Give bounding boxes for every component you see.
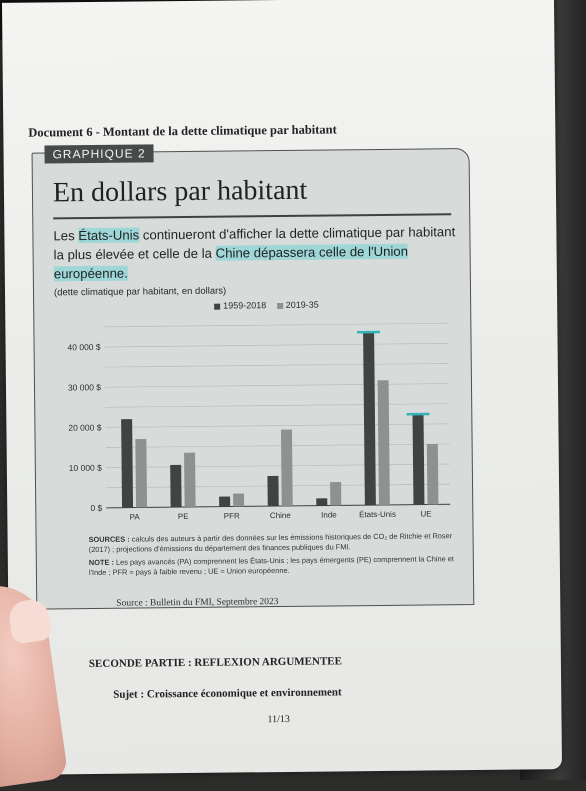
bar-2 [378,380,390,505]
bar-1 [316,498,327,505]
x-tick-label: PE [178,512,189,521]
y-tick-label: 10 000 $ [69,463,102,473]
part-title: SECONDE PARTIE : REFLEXION ARGUMENTEE [89,655,342,670]
bar-2 [427,444,439,504]
chart-legend: 1959-2018 2019-35 [214,300,327,311]
gridline [106,464,450,468]
gridline [105,343,449,347]
y-tick-label: 20 000 $ [68,422,101,432]
document-title: Document 6 - Montant de la dette climati… [28,121,508,141]
sources-label: SOURCES : [89,535,130,544]
chart-notes: SOURCES : calculs des auteurs à partir d… [89,531,461,578]
legend-label-2: 2019-35 [286,300,319,310]
bar-layer [120,331,438,507]
y-tick-label: 0 $ [90,503,102,513]
x-tick-label: UE [420,509,431,518]
figure-tag: GRAPHIQUE 2 [44,144,153,163]
bar-2 [330,482,341,505]
bar-1 [170,465,181,507]
x-tick-label: PFR [224,511,240,520]
bar-1 [121,419,133,508]
bar-1 [267,476,278,506]
legend-item-1: 1959-2018 [214,300,266,311]
x-tick-label: États-Unis [359,510,396,519]
page-number: 11/13 [267,714,290,725]
note-text: Les pays avancés (PA) comprennent les Ét… [89,554,454,577]
bar-1 [413,414,425,505]
x-tick-label: Inde [321,510,337,519]
x-tick-label: PA [130,512,141,521]
paper-sheet: Document 6 - Montant de la dette climati… [2,0,562,775]
note-label: NOTE : [89,558,114,567]
sources-note: SOURCES : calculs des auteurs à partir d… [89,531,461,555]
gridline [105,384,449,388]
bar-chart: 0 $ 10 000 $ 20 000 $ 30 000 $ 40 000 $ PA PE P… [48,311,460,535]
lead-pre: Les [53,228,78,243]
gridline [105,404,449,408]
figure-panel: GRAPHIQUE 2 En dollars par habitant Les … [32,148,475,610]
unit-note: (dette climatique par habitant, en dolla… [54,286,226,299]
gridline [106,444,450,448]
bar-2 [281,429,293,506]
document-source: Source : Bulletin du FMI, Septembre 2023 [116,597,278,609]
figure-title: En dollars par habitant [53,175,308,210]
bar-2 [135,439,147,507]
legend-swatch-2 [277,303,283,309]
figure-lead: Les États-Unis continueront d'afficher l… [53,222,459,283]
gridline [105,363,449,367]
gridline [104,323,448,327]
bar-2 [184,453,196,507]
title-rule [53,213,451,219]
y-tick-label: 30 000 $ [68,382,101,392]
lead-highlight-us: États-Unis [78,227,139,243]
legend-label-1: 1959-2018 [223,300,266,310]
x-tick-label: Chine [270,511,292,520]
legend-swatch-1 [214,303,220,309]
sources-text: calculs des auteurs à partir des données… [89,531,453,554]
note-block: NOTE : Les pays avancés (PA) comprennent… [89,554,461,578]
y-tick-label: 40 000 $ [67,342,100,352]
legend-item-2: 2019-35 [277,300,319,310]
bar-1 [219,496,230,506]
subject-line: Sujet : Croissance économique et environ… [113,686,342,700]
bar-2 [233,494,244,507]
bar-1 [363,332,376,505]
gridline [105,424,449,428]
